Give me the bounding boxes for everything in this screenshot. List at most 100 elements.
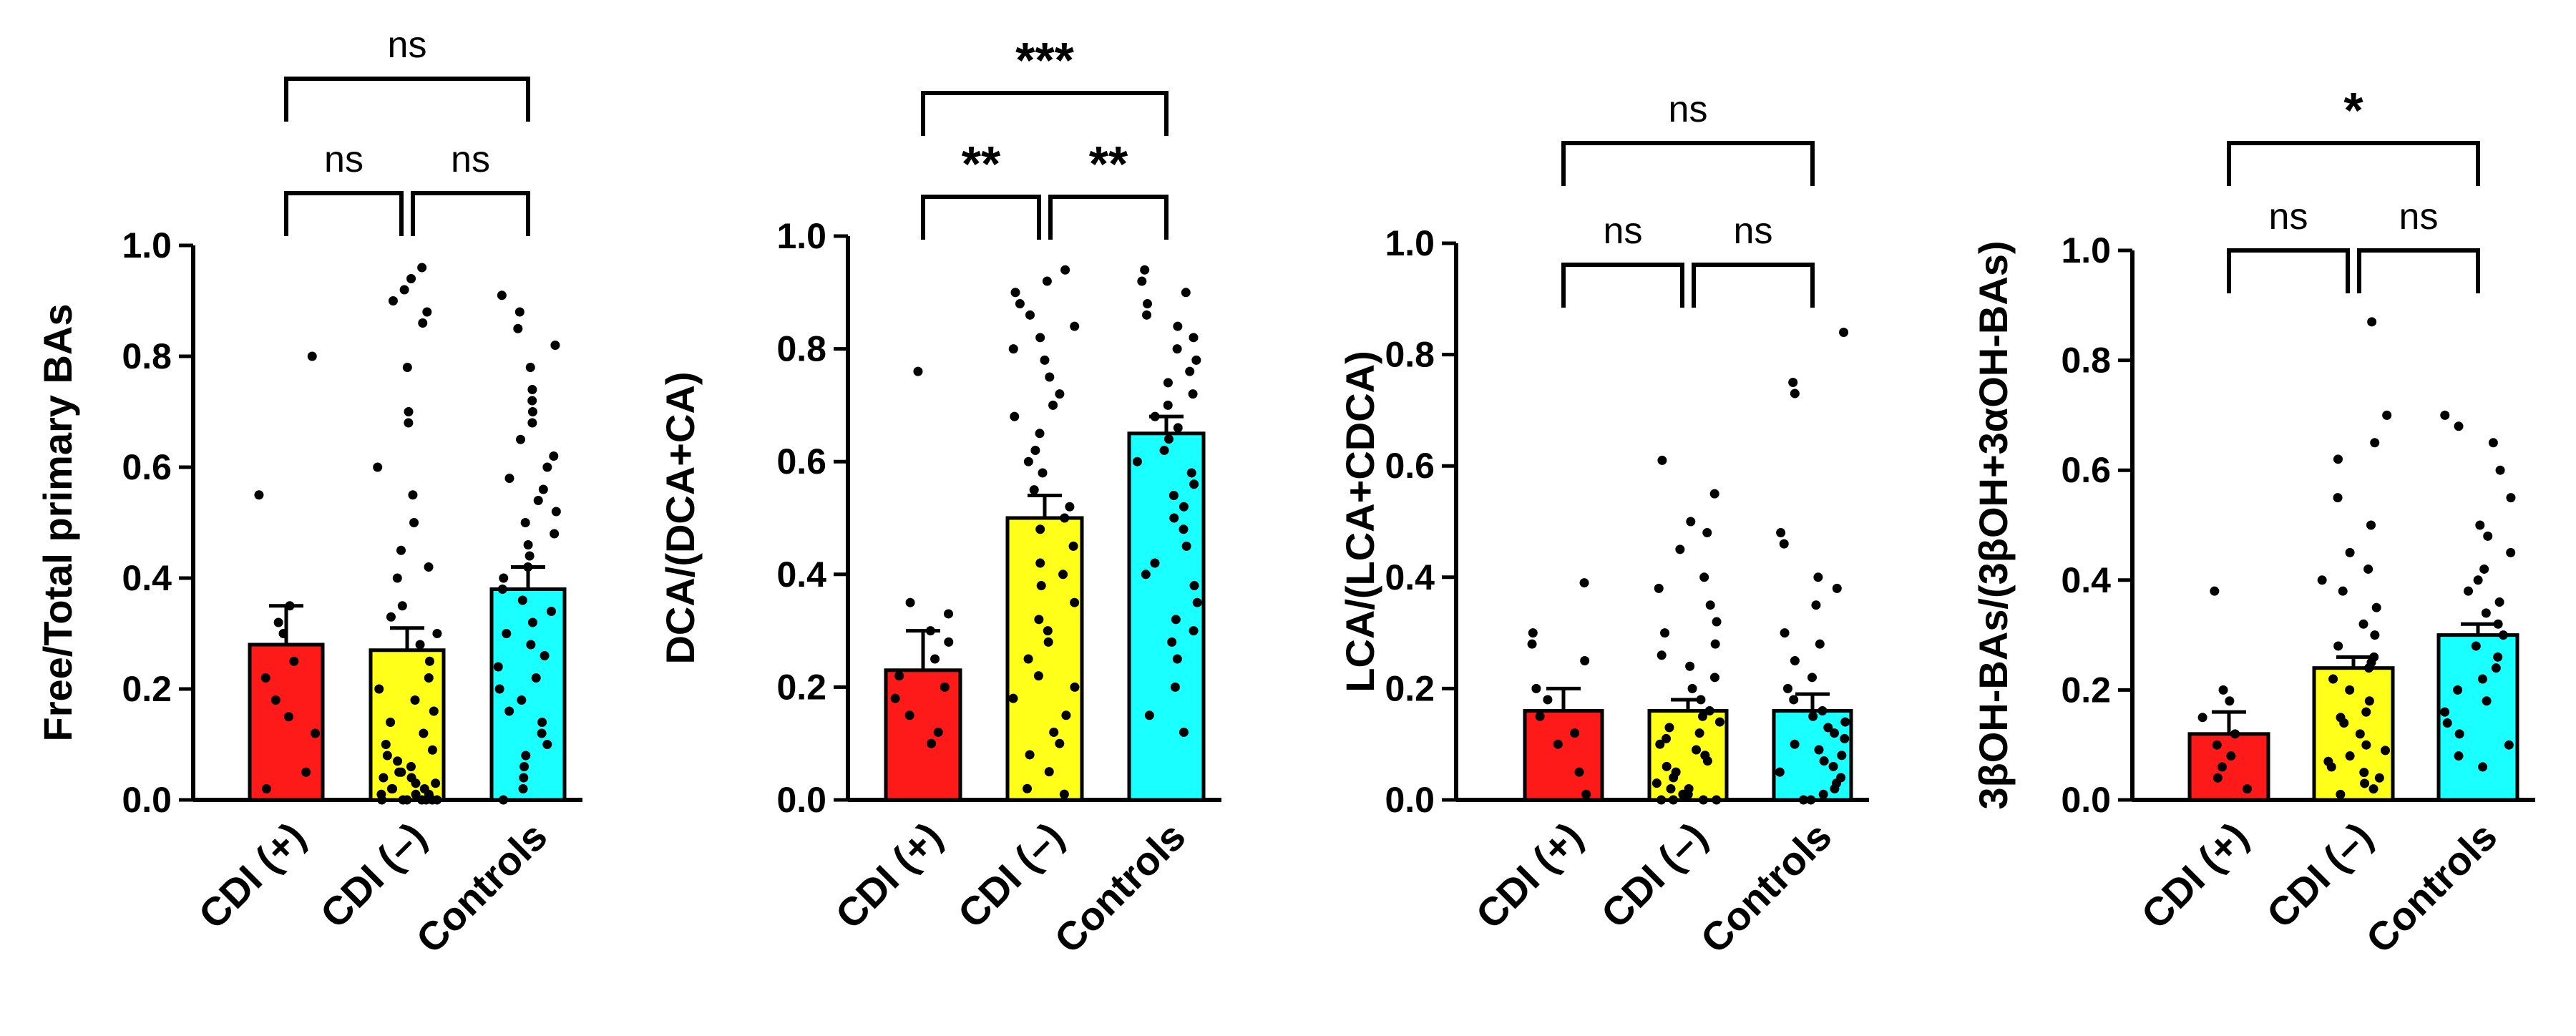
data-point [1655,739,1665,749]
data-point [432,629,442,638]
data-point [1798,795,1808,805]
data-point [517,595,527,605]
data-point [388,296,398,306]
data-point [2495,465,2505,475]
significance-bracket [411,191,530,236]
data-point [1008,344,1018,354]
data-point [525,551,535,561]
data-point [1657,795,1667,805]
data-point [2218,762,2228,772]
y-tick-label: 0.4 [1385,557,1435,597]
data-point [1702,756,1712,766]
data-point [497,585,507,594]
data-point [542,740,552,749]
data-point [1144,710,1154,720]
data-point [377,795,387,805]
data-point [1060,513,1070,523]
data-point [1664,723,1674,733]
data-point [2477,674,2487,684]
data-point [393,756,403,766]
data-point [1179,524,1189,534]
data-point [1181,288,1191,298]
data-point [411,789,421,799]
data-point [2473,575,2483,585]
data-point [1807,673,1817,683]
data-point [493,662,503,672]
data-point [1580,656,1590,665]
data-point [2464,586,2474,596]
significance-label: ns [2269,196,2308,238]
data-point [904,710,914,720]
data-point [386,612,396,622]
bar [489,587,567,802]
data-point [2366,520,2376,530]
category-label: CDI (–) [1592,813,1715,937]
data-point [1823,723,1833,733]
data-point [527,617,537,627]
data-point [2230,729,2240,739]
data-point [1008,693,1018,703]
data-point [890,693,900,703]
data-point [1055,389,1065,399]
significance-label: ns [388,24,427,66]
data-point [1704,706,1714,716]
data-point [2494,597,2504,607]
data-point [1023,654,1033,664]
data-point [260,673,270,683]
data-point [424,562,434,572]
chart-panel-4: 0.0 0.2 0.4 0.6 0.8 1.0 3βOH-BAs/(3βOH+3αOH-BA… [1971,82,2535,962]
data-point [1044,767,1054,777]
significance-bracket [284,77,530,122]
data-point [514,307,525,317]
data-point [2380,746,2390,756]
data-point [2328,674,2338,684]
data-point [1806,795,1816,805]
data-point [2479,564,2489,574]
data-point [1036,581,1046,591]
data-point [1535,711,1545,721]
data-point [1045,372,1055,382]
data-point [1159,445,1169,455]
data-point [301,767,311,777]
data-point [424,673,434,683]
bar [2436,633,2519,802]
data-point [1815,639,1825,649]
data-point [1775,767,1785,777]
data-point [2197,713,2207,723]
data-point [1579,578,1589,588]
data-point [546,607,556,616]
y-tick-label: 0.4 [776,554,826,595]
significance-bracket [921,91,1169,136]
data-point [381,740,391,749]
data-point [2493,652,2503,662]
data-point [1189,479,1199,489]
y-tick-label: 0.6 [122,447,172,487]
y-tick-label: 0.6 [1385,446,1435,486]
data-point [1189,581,1199,591]
data-point [2483,531,2493,541]
data-point [411,778,421,788]
significance-bracket [921,195,1041,240]
data-point [283,712,293,722]
data-point [422,307,432,317]
data-point [1779,539,1789,549]
category-label: Controls [1045,813,1194,962]
data-point [270,695,280,705]
data-point [1172,654,1182,664]
data-point [504,474,514,483]
significance-label: * [2343,82,2363,138]
data-point [307,351,317,361]
data-point [431,778,441,788]
y-tick-label: 1.0 [2061,230,2111,270]
y-tick-label: 0.0 [776,780,826,820]
data-point [525,363,535,372]
data-point [1528,628,1538,638]
data-point [499,573,509,583]
data-point [1189,626,1199,636]
data-point [1669,795,1679,805]
significance-label: ns [324,139,364,180]
data-point [2345,751,2355,761]
data-point [537,728,547,738]
data-point [419,728,429,738]
